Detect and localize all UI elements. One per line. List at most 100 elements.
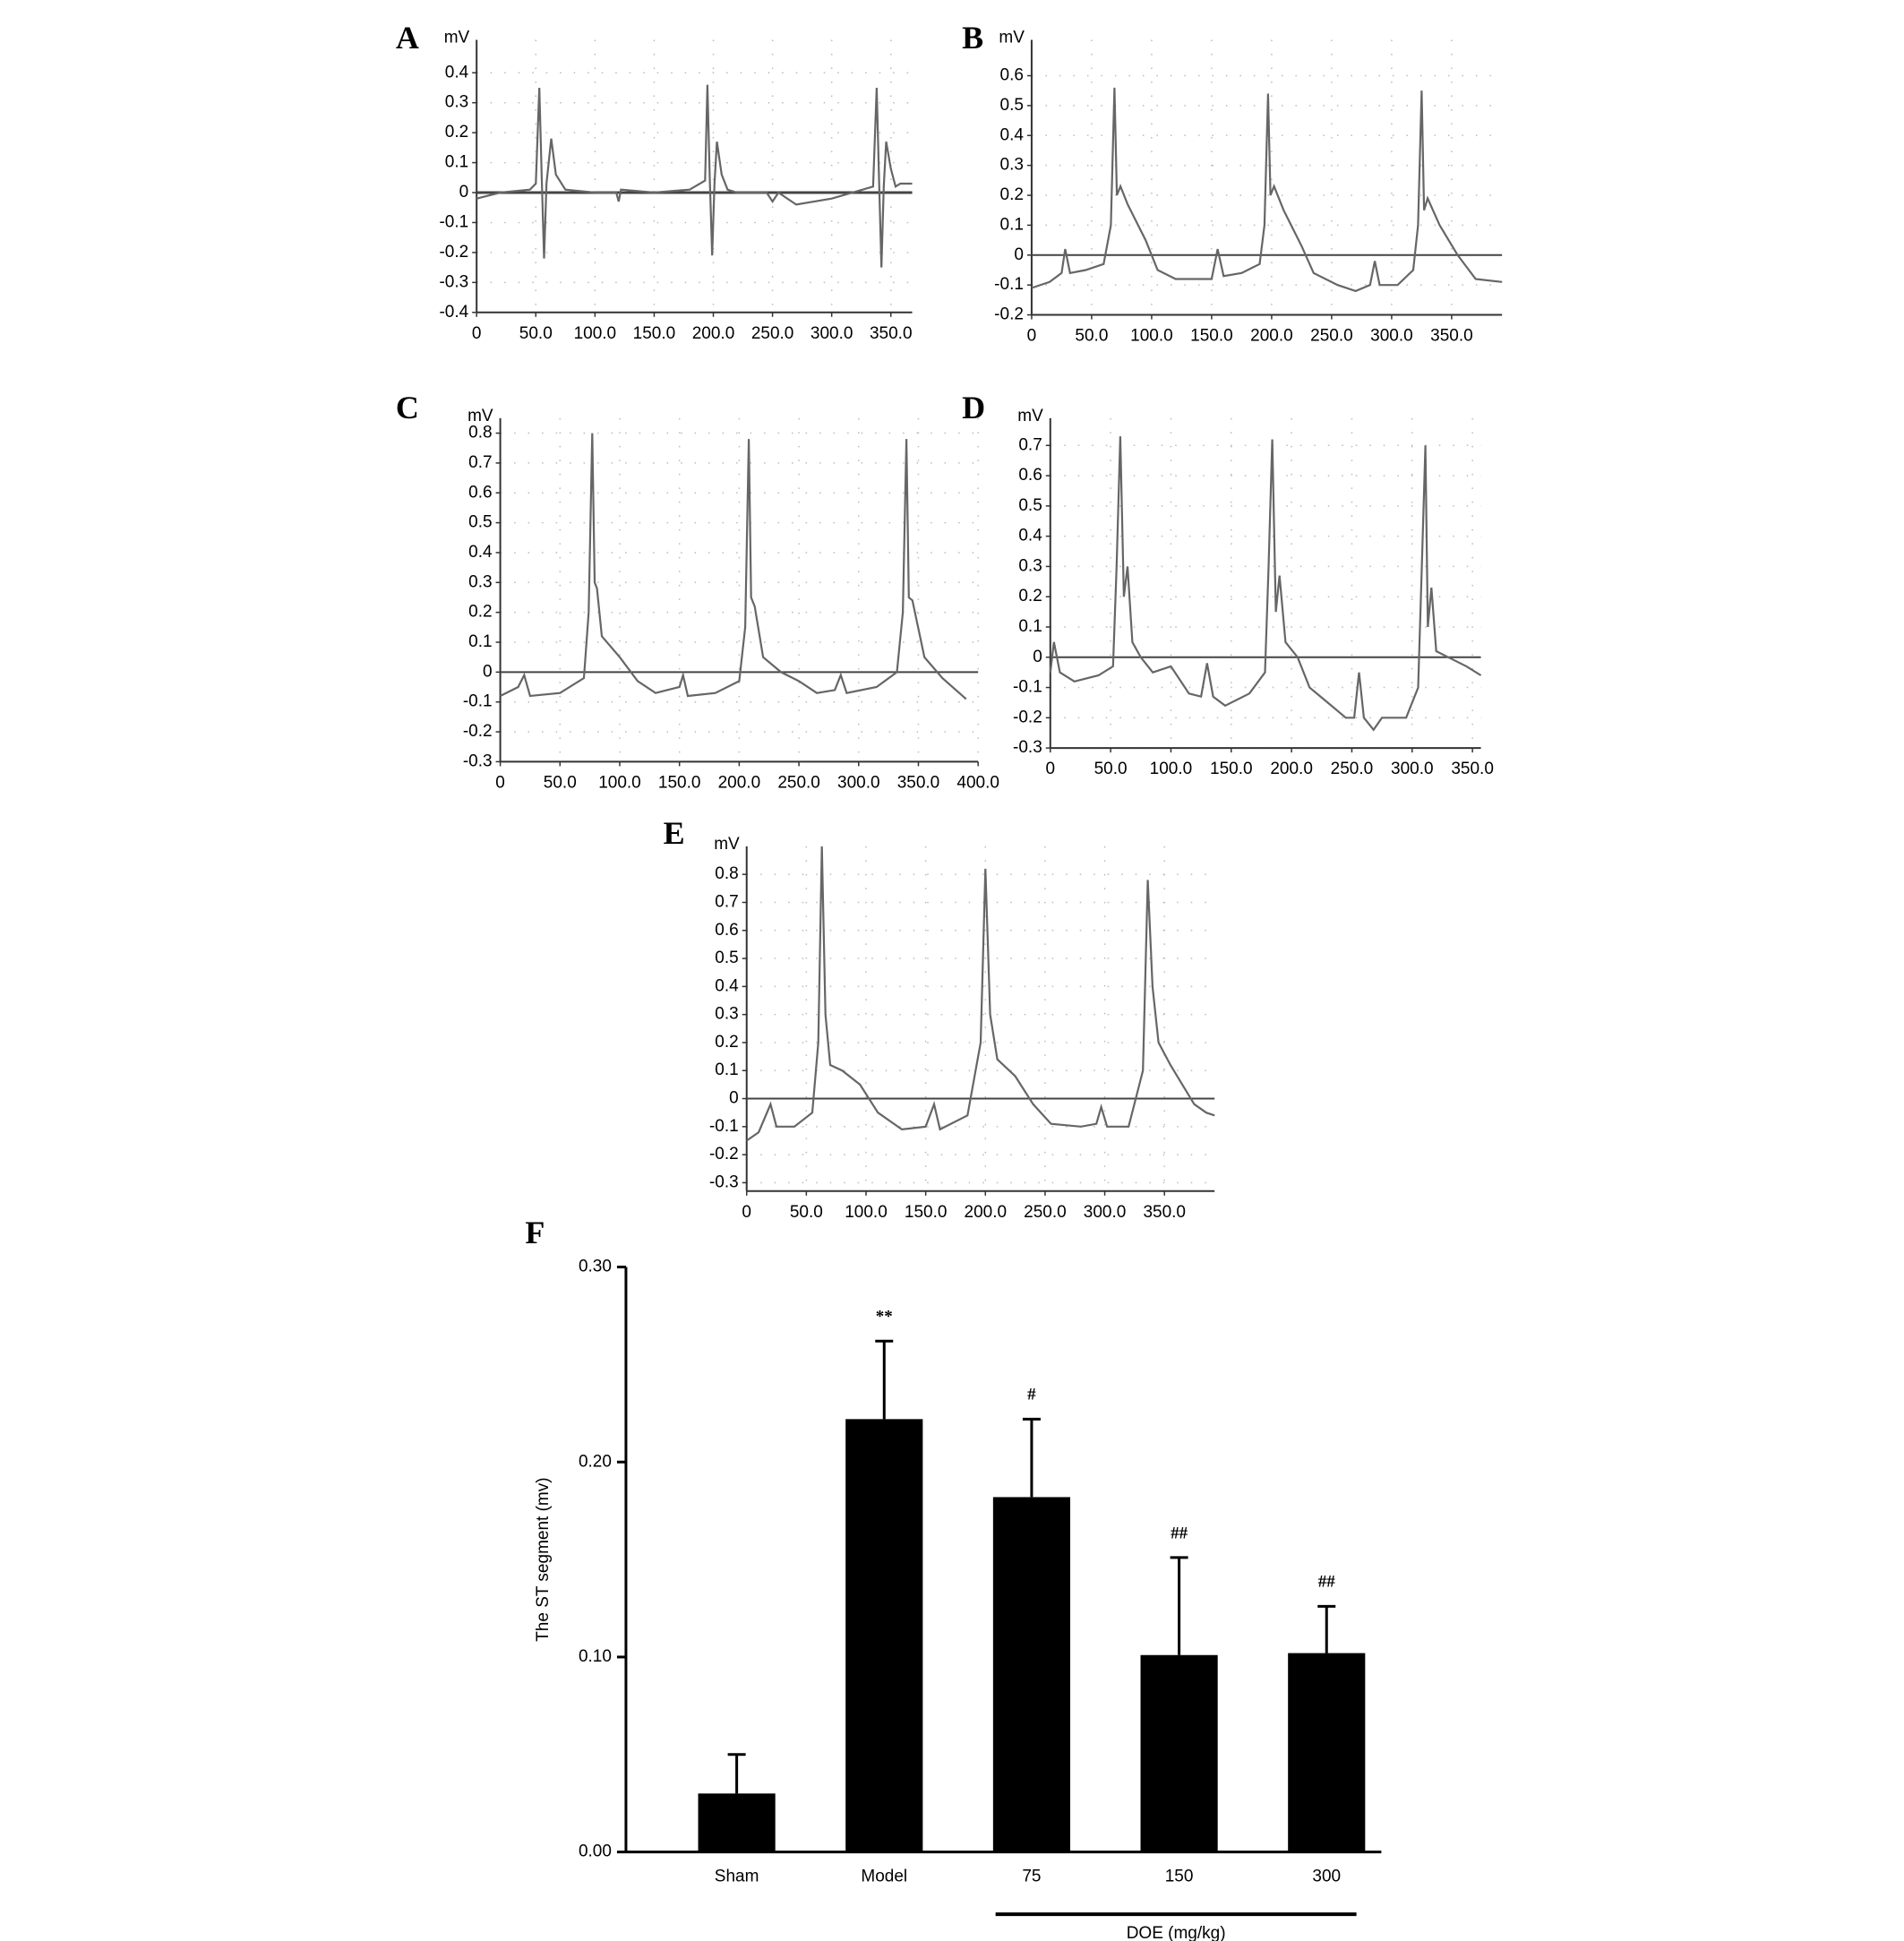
x-tick-label: 300.0 xyxy=(1084,1203,1127,1222)
y-tick-label: 0 xyxy=(459,183,469,202)
panel-label: F xyxy=(525,1215,545,1250)
y-axis-label: mV xyxy=(999,28,1025,47)
y-tick-label: 0.2 xyxy=(1018,587,1042,605)
y-tick-label: 0.4 xyxy=(1018,527,1042,545)
x-tick-label: 100.0 xyxy=(1150,760,1193,778)
x-tick-label: 300.0 xyxy=(1370,327,1413,346)
y-tick-label: 0.2 xyxy=(715,1033,738,1052)
y-tick-label: 0.5 xyxy=(1000,96,1024,115)
y-tick-label: -0.1 xyxy=(1013,678,1042,697)
x-tick-label: 100.0 xyxy=(845,1203,888,1222)
x-tick-label: 200.0 xyxy=(718,773,761,792)
x-tick-label: 400.0 xyxy=(956,773,999,792)
y-tick-label: 0.3 xyxy=(1018,556,1042,575)
y-tick-label: 0.1 xyxy=(1018,617,1042,636)
x-tick-label: 150.0 xyxy=(658,773,701,792)
y-tick-label: 0.3 xyxy=(715,1005,738,1024)
y-tick-label: 0.4 xyxy=(715,976,739,995)
x-tick-label: 350.0 xyxy=(897,773,940,792)
y-tick-label: -0.2 xyxy=(1013,708,1042,726)
panel-label: C xyxy=(396,390,419,425)
y-tick-label: 0.5 xyxy=(1018,496,1042,515)
y-tick-label: 0.3 xyxy=(468,572,492,591)
error-bar xyxy=(875,1339,894,1420)
ecg-trace xyxy=(1049,436,1482,732)
x-tick-label: 350.0 xyxy=(1143,1203,1186,1222)
significance-mark: ** xyxy=(876,1308,893,1327)
x-tick-label: 200.0 xyxy=(1270,760,1313,778)
y-tick-label: 0.8 xyxy=(715,864,738,883)
y-tick-label: 0.00 xyxy=(579,1842,612,1861)
y-tick-label: -0.3 xyxy=(439,272,468,291)
y-tick-label: 0.5 xyxy=(468,513,492,532)
group-label: DOE (mg/kg) xyxy=(1127,1924,1226,1941)
y-tick-label: 0.7 xyxy=(715,892,738,911)
x-tick-label: 250.0 xyxy=(1310,327,1353,346)
ecg-trace xyxy=(1031,87,1503,293)
bar xyxy=(1288,1653,1366,1852)
x-tick-label: 150.0 xyxy=(1210,760,1253,778)
y-tick-label: 0.6 xyxy=(1000,66,1024,85)
x-tick-label: 150.0 xyxy=(633,324,676,343)
y-tick-label: -0.1 xyxy=(439,212,468,231)
significance-mark: ## xyxy=(1171,1524,1188,1542)
x-tick-label: 350.0 xyxy=(870,324,913,343)
y-axis-label: mV xyxy=(444,28,470,47)
x-tick-label: 250.0 xyxy=(751,324,794,343)
y-tick-label: 0.4 xyxy=(1000,125,1025,144)
y-tick-label: 0.6 xyxy=(1018,466,1042,485)
x-tick-label: 100.0 xyxy=(1130,327,1173,346)
x-tick-label: 100.0 xyxy=(598,773,641,792)
y-tick-label: -0.1 xyxy=(463,692,493,711)
x-tick-label: 0 xyxy=(742,1203,751,1222)
y-tick-label: -0.2 xyxy=(709,1145,739,1164)
x-tick-label: 200.0 xyxy=(965,1203,1008,1222)
x-tick-label: 75 xyxy=(1022,1868,1041,1886)
significance-mark: # xyxy=(1027,1386,1036,1404)
y-tick-label: 0.1 xyxy=(468,632,492,651)
y-tick-label: -0.3 xyxy=(709,1172,739,1191)
significance-mark: ## xyxy=(1318,1573,1336,1592)
x-tick-label: Model xyxy=(861,1868,907,1886)
y-tick-label: 0.3 xyxy=(445,93,468,112)
y-tick-label: 0.6 xyxy=(468,483,492,502)
y-tick-label: 0.6 xyxy=(715,921,738,940)
bar xyxy=(992,1497,1071,1852)
y-axis-label: mV xyxy=(714,835,740,854)
y-tick-label: 0 xyxy=(483,662,493,681)
y-tick-label: 0.30 xyxy=(579,1258,612,1276)
x-tick-label: 150.0 xyxy=(1190,327,1233,346)
y-tick-label: 0.2 xyxy=(445,123,468,142)
y-tick-label: -0.4 xyxy=(439,303,468,322)
panel-label: E xyxy=(664,815,685,851)
x-tick-label: 50.0 xyxy=(790,1203,823,1222)
x-tick-label: 50.0 xyxy=(519,324,553,343)
x-tick-label: 50.0 xyxy=(1075,327,1108,346)
x-tick-label: 300 xyxy=(1312,1868,1341,1886)
x-tick-label: 100.0 xyxy=(574,324,617,343)
y-tick-label: 0.1 xyxy=(445,153,468,172)
y-tick-label: 0.4 xyxy=(468,543,493,562)
y-tick-label: 0.5 xyxy=(715,949,738,967)
y-tick-label: 0.1 xyxy=(1000,215,1024,234)
y-tick-label: -0.1 xyxy=(994,275,1024,294)
y-tick-label: -0.1 xyxy=(709,1117,739,1136)
y-tick-label: 0.2 xyxy=(468,603,492,622)
bar xyxy=(845,1419,923,1852)
x-tick-label: 50.0 xyxy=(1094,760,1128,778)
bar xyxy=(698,1793,776,1852)
y-tick-label: 0.7 xyxy=(468,453,492,472)
x-tick-label: 50.0 xyxy=(544,773,577,792)
y-tick-label: 0.4 xyxy=(445,63,469,82)
x-tick-label: 300.0 xyxy=(837,773,880,792)
y-tick-label: 0.3 xyxy=(1000,156,1024,175)
x-tick-label: 200.0 xyxy=(1250,327,1293,346)
y-axis-label: mV xyxy=(467,407,493,425)
x-tick-label: 150.0 xyxy=(905,1203,948,1222)
y-tick-label: 0.20 xyxy=(579,1452,612,1471)
x-tick-label: 150 xyxy=(1165,1868,1194,1886)
y-tick-label: -0.2 xyxy=(439,243,468,262)
y-tick-label: 0.7 xyxy=(1018,435,1042,454)
y-axis-label: mV xyxy=(1017,407,1043,425)
